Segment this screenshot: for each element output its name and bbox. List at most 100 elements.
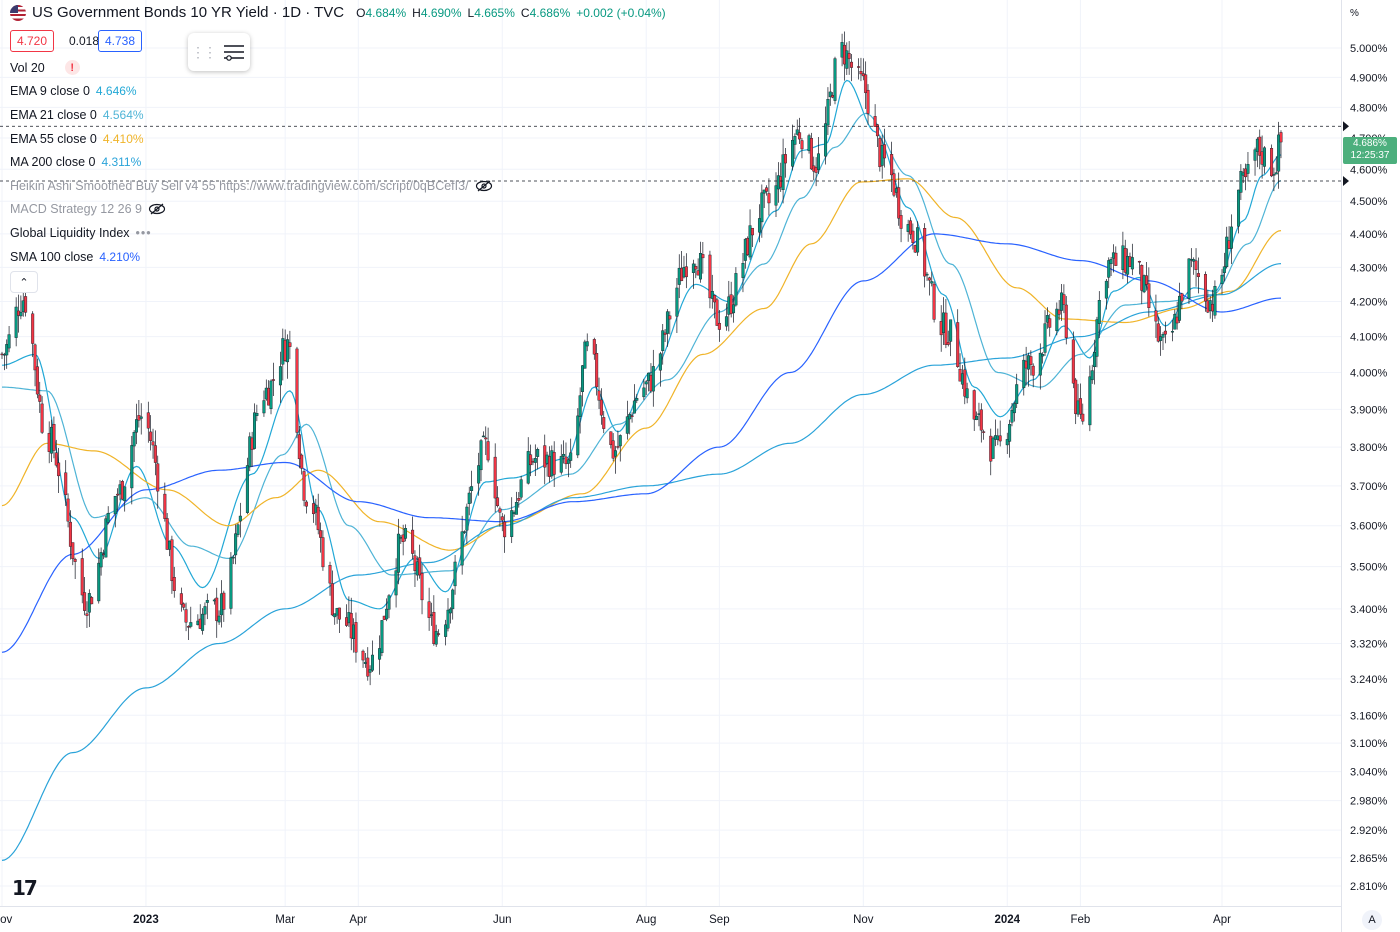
series-line [1, 233, 1282, 653]
warning-icon[interactable]: ! [64, 60, 80, 75]
legend-global-liquidity[interactable]: Global Liquidity Index ••• [10, 226, 152, 240]
legend-heikin-ashi[interactable]: Heikin Ashi Smoothed Buy Sell v4 55 http… [10, 179, 493, 193]
candle-down [432, 611, 436, 644]
object-tree-popup[interactable]: ⋮⋮ [188, 33, 250, 71]
candle-up [19, 311, 23, 317]
candle-up [245, 465, 249, 513]
candle-up [1159, 336, 1163, 341]
price-tick-label: 3.320% [1350, 638, 1388, 650]
candle-down [182, 603, 186, 608]
auto-scale-button[interactable]: A [1362, 910, 1382, 930]
ma200-value: 4.311% [101, 155, 142, 169]
ma200-label: MA 200 close 0 [10, 155, 96, 169]
candle-down [361, 650, 365, 661]
candle-down [1163, 330, 1167, 335]
candle-up [675, 287, 679, 317]
candle-up [533, 458, 537, 463]
close-value: 4.686% [529, 5, 571, 20]
candle-up [1005, 439, 1009, 446]
legend-ema21[interactable]: EMA 21 close 0 4.564% [10, 108, 144, 122]
price-tick-label: 4.800% [1350, 102, 1388, 114]
candle-up [1095, 319, 1099, 357]
candle-down [1137, 260, 1141, 263]
legend-macd[interactable]: MACD Strategy 12 26 9 [10, 202, 166, 216]
candle-down [694, 266, 698, 270]
candle-up [470, 486, 474, 491]
price-tick-label: 2.865% [1350, 853, 1388, 865]
candle-up [1038, 352, 1042, 376]
series-line [1, 178, 1282, 551]
legend-vol[interactable]: Vol 20 ! [10, 60, 80, 75]
candle-down [814, 167, 818, 173]
price-lines [0, 121, 1349, 186]
candle-down [963, 369, 967, 397]
candle-up [444, 624, 448, 637]
candle-down [170, 539, 174, 582]
time-tick-label: Aug [636, 914, 656, 926]
collapse-legend-button[interactable]: ⌃ [10, 271, 38, 293]
buy-button[interactable]: 4.738 [98, 30, 143, 52]
candle-down [411, 529, 415, 554]
candle-up [99, 552, 103, 568]
candle-down [83, 592, 87, 611]
low-value: 4.665% [474, 5, 515, 20]
legend-ma200[interactable]: MA 200 close 0 4.311% [10, 155, 141, 169]
candle-down [798, 132, 802, 140]
ema21-value: 4.564% [102, 108, 144, 122]
candle-up [477, 465, 481, 484]
candle-up [1262, 147, 1266, 167]
candle-down [427, 601, 431, 618]
candle-up [576, 415, 580, 456]
candle-down [684, 266, 688, 278]
price-tick-label: 4.000% [1350, 368, 1388, 380]
candle-down [1029, 356, 1033, 365]
candle-down [146, 412, 150, 429]
candle-up [467, 492, 471, 504]
candle-up [132, 431, 136, 447]
candle-up [1277, 134, 1281, 172]
percent-unit-label[interactable]: % [1350, 8, 1359, 19]
candle-up [238, 515, 242, 522]
candle-up [106, 512, 110, 523]
candle-up [642, 387, 646, 398]
time-tick-label: Nov [853, 914, 874, 926]
loading-dots-icon: ••• [135, 226, 152, 240]
candle-down [215, 597, 219, 621]
symbol-title[interactable]: US Government Bonds 10 YR Yield · 1D · T… [32, 4, 345, 21]
candle-down [85, 613, 89, 616]
candle-up [724, 316, 728, 327]
candle-up [460, 531, 464, 566]
candle-down [71, 542, 75, 560]
sell-button[interactable]: 4.720 [10, 30, 55, 52]
candle-down [1114, 252, 1118, 266]
candle-up [1055, 308, 1059, 331]
candle-up [781, 154, 785, 190]
candle-up [1187, 258, 1191, 299]
hidden-eye-icon[interactable] [475, 180, 493, 192]
time-tick-label: Sep [709, 914, 729, 926]
price-tick-label: 5.000% [1350, 43, 1388, 55]
drag-handle-icon[interactable]: ⋮⋮ [191, 43, 217, 60]
candle-down [883, 144, 887, 159]
settings-list-icon[interactable] [221, 42, 247, 62]
legend-sma100[interactable]: SMA 100 close 4.210% [10, 250, 140, 264]
candle-up [1178, 295, 1182, 321]
candle-down [1048, 318, 1052, 328]
candle-down [529, 454, 533, 466]
series-line [1, 263, 1282, 861]
legend-ema55[interactable]: EMA 55 close 0 4.410% [10, 132, 144, 146]
price-tick-label: 4.300% [1350, 262, 1388, 274]
candle-down [52, 424, 56, 451]
candle-down [592, 339, 596, 355]
bar-countdown: 12:25:37 [1350, 150, 1390, 161]
candle-down [40, 403, 44, 433]
candle-down [602, 417, 606, 429]
legend-ema9[interactable]: EMA 9 close 0 4.646% [10, 84, 137, 98]
candle-down [800, 140, 804, 150]
candle-down [1031, 365, 1035, 376]
candle-up [732, 304, 736, 314]
hidden-eye-icon[interactable] [148, 203, 166, 215]
candle-up [130, 445, 134, 489]
tradingview-logo[interactable]: 17 [12, 876, 38, 900]
